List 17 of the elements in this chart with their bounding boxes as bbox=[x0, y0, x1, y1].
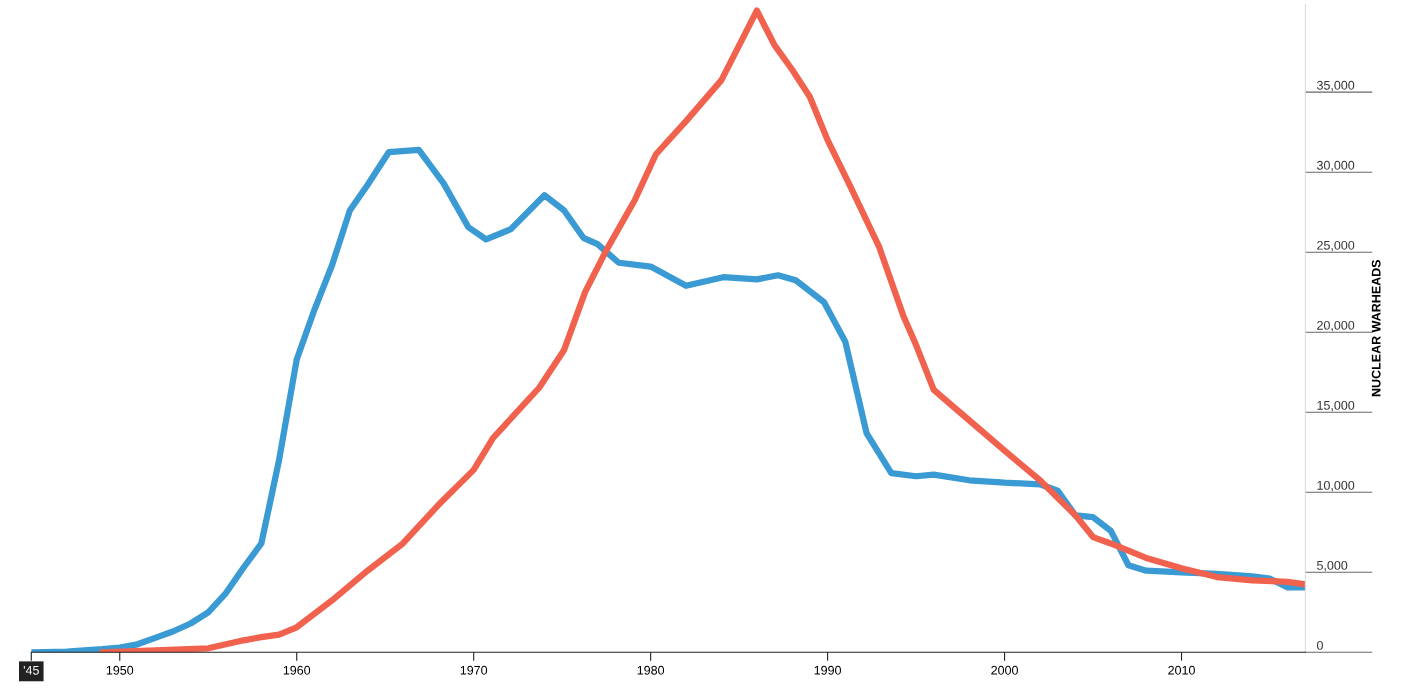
y-tick-label: 15,000 bbox=[1317, 400, 1355, 412]
x-tick-label: 2000 bbox=[991, 665, 1018, 675]
x-tick-label: 1990 bbox=[814, 665, 842, 675]
y-tick-label: 25,000 bbox=[1317, 240, 1355, 252]
x-tick-label: 1960 bbox=[283, 665, 311, 675]
y-tick-label: 30,000 bbox=[1316, 160, 1355, 172]
x-tick-label: 1950 bbox=[106, 665, 134, 675]
x-tick-label: 1970 bbox=[460, 665, 488, 675]
x-tick-label: 1980 bbox=[637, 665, 665, 675]
y-axis-title: NUCLEAR WARHEADS bbox=[1371, 259, 1381, 397]
y-tick-label: 20,000 bbox=[1317, 320, 1355, 332]
x-tick-label: 2010 bbox=[1168, 665, 1195, 675]
y-tick-label: 35,000 bbox=[1316, 80, 1355, 92]
y-tick-label: 0 bbox=[1317, 640, 1323, 650]
y-tick-label: 10,000 bbox=[1317, 480, 1355, 492]
x-tick-label: '45 bbox=[23, 665, 39, 675]
y-tick-label: 5,000 bbox=[1317, 560, 1348, 572]
